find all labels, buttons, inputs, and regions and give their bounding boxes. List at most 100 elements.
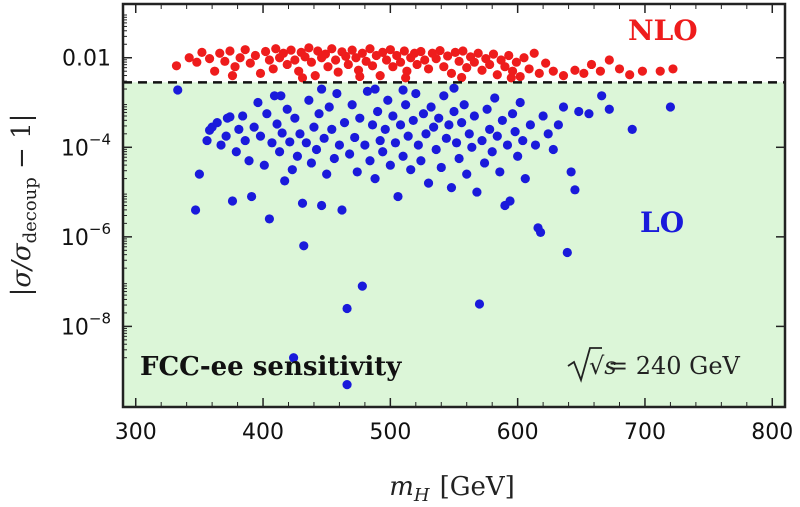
- nlo-point-4: [205, 54, 214, 63]
- nlo-point-105: [298, 73, 307, 82]
- nlo-point-100: [625, 70, 634, 79]
- lo-point-60: [360, 140, 369, 149]
- lo-point-89: [434, 114, 443, 123]
- annotation-region: FCC-ee sensitivity: [140, 352, 402, 382]
- nlo-point-7: [220, 57, 229, 66]
- nlo-point-91: [541, 59, 550, 68]
- y-tick-label: 10−8: [61, 309, 111, 340]
- lo-point-38: [304, 96, 313, 105]
- lo-point-12: [234, 125, 243, 134]
- lo-point-113: [495, 167, 504, 176]
- lo-point-58: [355, 114, 364, 123]
- lo-point-67: [378, 147, 387, 156]
- lo-point-46: [325, 102, 334, 111]
- lo-point-105: [475, 299, 484, 308]
- lo-point-55: [348, 100, 357, 109]
- lo-point-143: [398, 85, 407, 94]
- nlo-point-33: [323, 62, 332, 71]
- nlo-point-80: [493, 70, 502, 79]
- nlo-point-34: [327, 44, 336, 53]
- nlo-point-94: [570, 66, 579, 75]
- nlo-point-99: [615, 64, 624, 73]
- lo-point-73: [393, 192, 402, 201]
- nlo-point-13: [251, 51, 260, 60]
- nlo-point-35: [331, 55, 340, 64]
- y-axis-label: |σ/σdecoup − 1|: [7, 114, 41, 297]
- lo-point-56: [350, 133, 359, 142]
- nlo-point-92: [549, 67, 558, 76]
- nlo-point-9: [230, 62, 239, 71]
- lo-point-27: [278, 128, 287, 137]
- nlo-point-104: [228, 71, 237, 80]
- nlo-point-70: [454, 57, 463, 66]
- lo-point-107: [480, 158, 489, 167]
- lo-point-128: [539, 111, 548, 120]
- nlo-point-12: [246, 59, 255, 68]
- lo-point-138: [597, 91, 606, 100]
- lo-point-71: [388, 111, 397, 120]
- lo-point-41: [312, 145, 321, 154]
- lo-point-81: [414, 140, 423, 149]
- lo-point-94: [447, 183, 456, 192]
- nlo-point-71: [458, 46, 467, 55]
- lo-point-93: [444, 120, 453, 129]
- lo-point-84: [421, 129, 430, 138]
- lo-point-37: [302, 138, 311, 147]
- lo-point-2: [195, 170, 204, 179]
- lo-point-47: [327, 125, 336, 134]
- annotation-nlo: NLO: [628, 14, 698, 47]
- nlo-point-2: [192, 58, 201, 67]
- lo-point-104: [472, 187, 481, 196]
- nlo-point-60: [416, 47, 425, 56]
- lo-point-34: [295, 129, 304, 138]
- nlo-point-55: [400, 46, 409, 55]
- x-tick-label: 800: [751, 420, 793, 445]
- energy-value: = 240 GeV: [608, 352, 741, 380]
- x-axis-subscript: H: [413, 485, 430, 506]
- lo-point-26: [275, 147, 284, 156]
- lo-point-112: [493, 131, 502, 140]
- lo-point-83: [419, 109, 428, 118]
- nlo-point-72: [462, 63, 471, 72]
- lo-point-13: [238, 111, 247, 120]
- lo-point-101: [465, 129, 474, 138]
- nlo-point-76: [477, 66, 486, 75]
- lo-point-99: [460, 100, 469, 109]
- lo-point-17: [250, 123, 259, 132]
- y-axis-subscript: decoup: [20, 177, 41, 243]
- lo-point-70: [386, 161, 395, 170]
- nlo-point-87: [519, 53, 528, 62]
- lo-point-32: [290, 114, 299, 123]
- nlo-point-61: [420, 55, 429, 64]
- nlo-point-96: [587, 60, 596, 69]
- y-tick-label: 10−6: [61, 220, 111, 251]
- lo-point-53: [342, 304, 351, 313]
- lo-point-125: [531, 140, 540, 149]
- lo-point-98: [457, 118, 466, 127]
- nlo-point-28: [307, 58, 316, 67]
- lo-point-90: [437, 163, 446, 172]
- nlo-point-36: [334, 67, 343, 76]
- nlo-point-0: [172, 61, 181, 70]
- nlo-point-15: [261, 47, 270, 56]
- nlo-point-89: [530, 49, 539, 58]
- lo-point-15: [244, 156, 253, 165]
- lo-point-122: [518, 136, 527, 145]
- lo-point-92: [442, 134, 451, 143]
- lo-point-14: [241, 136, 250, 145]
- lo-point-136: [574, 107, 583, 116]
- lo-point-119: [511, 127, 520, 136]
- lo-point-23: [267, 138, 276, 147]
- nlo-point-103: [668, 64, 677, 73]
- nlo-point-11: [241, 45, 250, 54]
- lo-point-50: [335, 140, 344, 149]
- lo-point-102: [467, 143, 476, 152]
- lo-point-54: [345, 149, 354, 158]
- lo-point-87: [429, 123, 438, 132]
- nlo-point-62: [424, 64, 433, 73]
- x-tick-label: 600: [497, 420, 539, 445]
- lo-point-45: [322, 170, 331, 179]
- nlo-point-6: [215, 49, 224, 58]
- nlo-point-46: [368, 61, 377, 70]
- nlo-point-54: [396, 58, 405, 67]
